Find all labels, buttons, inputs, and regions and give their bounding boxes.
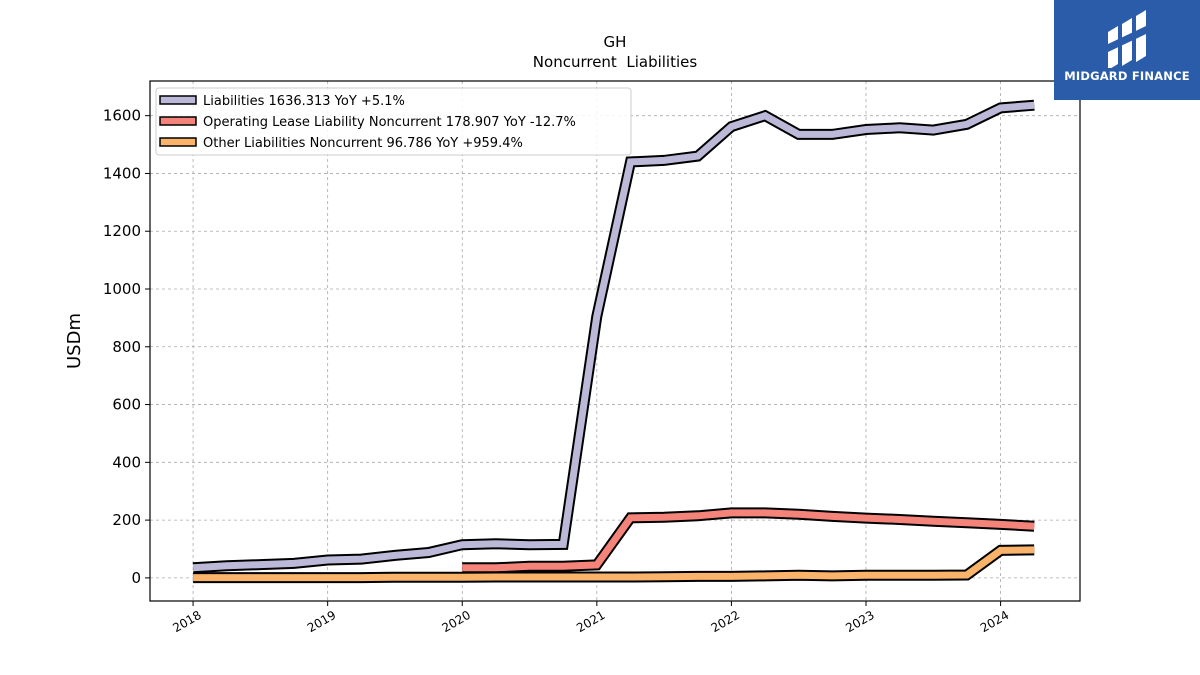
x-tick-label: 2018 [170, 608, 203, 635]
logo-text: MIDGARD FINANCE [1064, 69, 1190, 83]
series-outline-0 [192, 99, 1035, 574]
chart-title: GH [604, 33, 627, 51]
y-tick-label: 1600 [103, 107, 141, 125]
legend-label-0: Liabilities 1636.313 YoY +5.1% [203, 94, 405, 109]
x-tick-label: 2023 [843, 608, 876, 635]
y-tick-label: 0 [131, 569, 141, 587]
legend-box [155, 87, 632, 156]
logo-mark-icon [1108, 10, 1146, 68]
x-tick-label: 2022 [709, 608, 742, 635]
y-tick-label: 600 [112, 396, 141, 414]
legend: Liabilities 1636.313 YoY +5.1% Operating … [155, 87, 632, 156]
y-tick-label: 200 [112, 511, 141, 529]
series-line-1 [462, 509, 1035, 572]
plot-frame [149, 80, 1081, 602]
x-tick-label: 2019 [305, 608, 338, 635]
y-tick-label: 1400 [103, 164, 141, 182]
series-line-2 [193, 546, 1035, 582]
series-layer [192, 99, 1035, 584]
y-tick-label: 1200 [103, 222, 141, 240]
x-tick-label: 2021 [574, 608, 607, 635]
chart-subtitle: Noncurrent Liabilities [533, 53, 698, 71]
legend-swatch-2 [159, 137, 197, 147]
y-axis-ticks: 0 200 400 600 800 1000 1200 1400 1600 [103, 107, 150, 587]
series-line-0 [192, 101, 1035, 572]
legend-swatch-0 [159, 95, 197, 105]
x-tick-label: 2024 [978, 608, 1011, 635]
x-axis-ticks: 2018 2019 2020 2021 2022 2023 2024 [170, 601, 1011, 635]
y-tick-label: 400 [112, 453, 141, 471]
legend-label-2: Other Liabilities Noncurrent 96.786 YoY … [203, 136, 523, 151]
x-tick-label: 2020 [440, 608, 473, 635]
legend-label-1: Operating Lease Liability Noncurrent 178… [203, 115, 576, 130]
brand-logo: MIDGARD FINANCE [1054, 0, 1200, 100]
legend-swatch-1 [159, 116, 197, 126]
y-tick-label: 800 [112, 338, 141, 356]
y-tick-label: 1000 [103, 280, 141, 298]
y-axis-label: USDm [64, 313, 85, 369]
